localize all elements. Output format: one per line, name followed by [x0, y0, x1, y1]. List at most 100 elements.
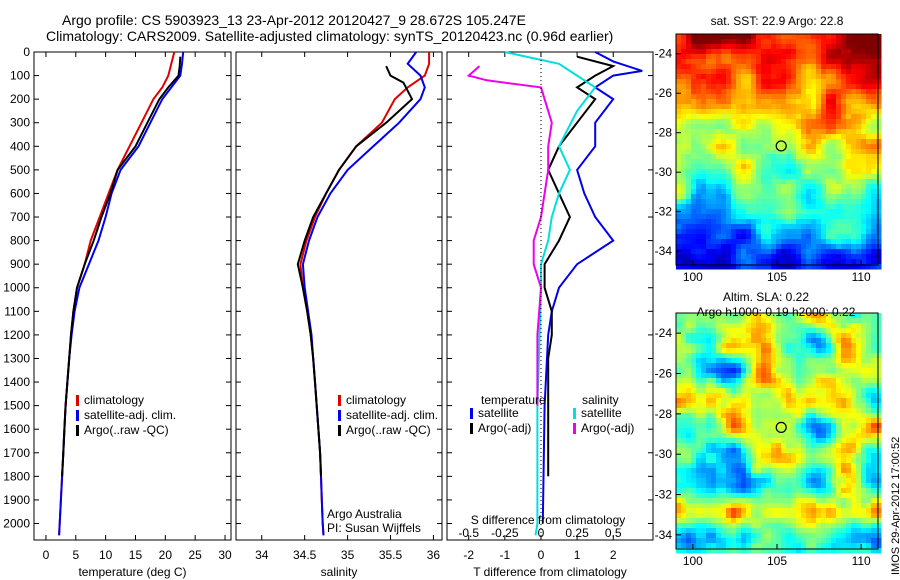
- sst-cell: [731, 154, 737, 160]
- sst-cell: [721, 104, 727, 110]
- sla-cell: [861, 448, 867, 454]
- sla-cell: [776, 343, 782, 349]
- sla-cell: [726, 388, 732, 394]
- sla-cell: [721, 443, 727, 449]
- sst-cell: [756, 154, 762, 160]
- sla-cell: [871, 543, 877, 549]
- sla-cell: [806, 313, 812, 319]
- sst-cell: [786, 49, 792, 55]
- sst-cell: [871, 84, 877, 90]
- sla-cell: [696, 393, 702, 399]
- sst-cell: [741, 44, 747, 50]
- sst-cell: [781, 164, 787, 170]
- sla-cell: [711, 328, 717, 334]
- sla-cell: [771, 438, 777, 444]
- sst-cell: [701, 109, 707, 115]
- sst-cell: [696, 224, 702, 230]
- sla-cell: [811, 543, 817, 549]
- sst-cell: [866, 249, 872, 255]
- sla-cell: [711, 548, 717, 554]
- sla-cell: [691, 543, 697, 549]
- sla-cell: [821, 358, 827, 364]
- sla-cell: [816, 528, 822, 534]
- sla-cell: [786, 413, 792, 419]
- sla-cell: [771, 353, 777, 359]
- sst-cell: [676, 164, 682, 170]
- sla-cell: [741, 478, 747, 484]
- sst-cell: [706, 239, 712, 245]
- sla-cell: [866, 378, 872, 384]
- sst-cell: [816, 189, 822, 195]
- sst-cell: [746, 224, 752, 230]
- sla-cell: [726, 363, 732, 369]
- sla-cell: [756, 428, 762, 434]
- sla-cell: [841, 493, 847, 499]
- sst-cell: [796, 99, 802, 105]
- sst-argo-position-marker: [775, 140, 787, 152]
- sst-cell: [731, 94, 737, 100]
- sla-cell: [841, 408, 847, 414]
- sst-cell: [776, 174, 782, 180]
- sst-cell: [876, 214, 882, 220]
- sla-cell: [806, 463, 812, 469]
- sst-cell: [761, 154, 767, 160]
- sst-cell: [811, 219, 817, 225]
- sst-cell: [861, 124, 867, 130]
- sst-cell: [826, 264, 832, 270]
- sst-cell: [836, 84, 842, 90]
- sst-cell: [736, 49, 742, 55]
- sst-cell: [691, 94, 697, 100]
- sla-cell: [786, 458, 792, 464]
- sst-cell: [696, 219, 702, 225]
- sla-cell: [866, 428, 872, 434]
- sst-cell: [716, 209, 722, 215]
- sst-cell: [876, 54, 882, 60]
- sla-cell: [866, 343, 872, 349]
- sst-cell: [751, 109, 757, 115]
- sla-cell: [851, 318, 857, 324]
- sst-cell: [676, 124, 682, 130]
- sst-cell: [681, 129, 687, 135]
- sla-cell: [721, 508, 727, 514]
- sst-cell: [841, 169, 847, 175]
- sst-cell: [716, 59, 722, 65]
- sst-cell: [736, 189, 742, 195]
- sla-cell: [856, 368, 862, 374]
- sst-cell: [731, 204, 737, 210]
- sla-cell: [786, 348, 792, 354]
- sla-cell: [776, 508, 782, 514]
- difference-temperature-legend-swatch: [470, 423, 473, 434]
- sla-cell: [696, 523, 702, 529]
- sla-cell: [681, 378, 687, 384]
- sst-cell: [866, 164, 872, 170]
- sla-cell: [716, 473, 722, 479]
- sla-cell: [741, 358, 747, 364]
- sla-cell: [791, 363, 797, 369]
- sst-cell: [731, 59, 737, 65]
- sst-cell: [786, 119, 792, 125]
- sst-cell: [716, 64, 722, 70]
- sla-cell: [806, 358, 812, 364]
- sst-cell: [686, 184, 692, 190]
- sst-cell: [866, 229, 872, 235]
- sla-cell: [846, 493, 852, 499]
- sst-cell: [811, 189, 817, 195]
- sst-cell: [871, 244, 877, 250]
- sla-cell: [771, 548, 777, 554]
- sst-cell: [681, 159, 687, 165]
- sst-cell: [836, 159, 842, 165]
- sst-cell: [806, 239, 812, 245]
- sst-cell: [736, 204, 742, 210]
- sla-cell: [736, 428, 742, 434]
- sla-cell: [796, 353, 802, 359]
- sst-cell: [786, 234, 792, 240]
- sla-cell: [836, 343, 842, 349]
- sla-cell: [791, 488, 797, 494]
- sla-cell: [841, 513, 847, 519]
- sst-cell: [866, 39, 872, 45]
- sla-cell: [786, 338, 792, 344]
- sla-cell: [861, 483, 867, 489]
- sst-cell: [791, 264, 797, 270]
- sst-cell: [821, 49, 827, 55]
- sla-cell: [851, 478, 857, 484]
